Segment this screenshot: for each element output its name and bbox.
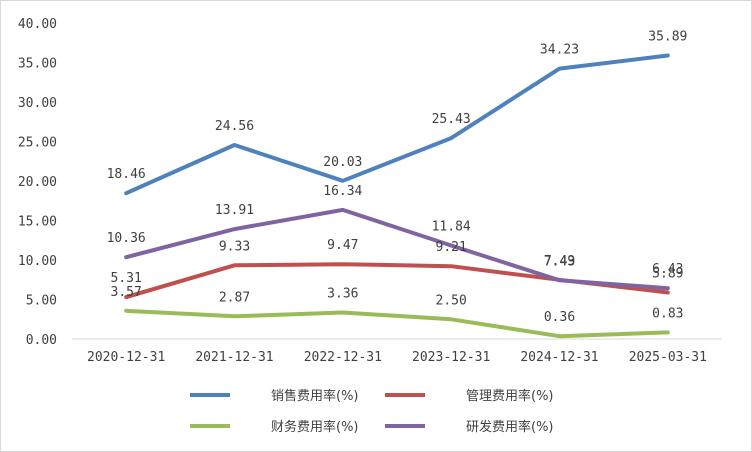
data-label-finance: 3.36 — [327, 286, 358, 301]
y-tick-label: 30.00 — [18, 96, 57, 111]
y-axis: 0.00 5.00 10.00 15.00 20.00 25.00 30.00 35.00 40… — [18, 17, 57, 348]
data-labels: 18.46 24.56 20.03 25.43 34.23 35.89 5.31 9.33 9.… — [107, 29, 688, 325]
y-tick-label: 40.00 — [18, 17, 57, 32]
x-axis: 2020-12-31 2021-12-31 2022-12-31 2023-12-31… — [87, 350, 707, 365]
y-tick-label: 5.00 — [26, 294, 57, 309]
data-label-finance: 0.83 — [652, 306, 683, 321]
data-label-sales: 18.46 — [107, 167, 146, 182]
x-tick-label: 2024-12-31 — [520, 350, 598, 365]
data-label-finance: 0.36 — [544, 310, 575, 325]
data-label-admin: 5.89 — [652, 266, 683, 281]
x-tick-label: 2020-12-31 — [87, 350, 165, 365]
data-label-rnd: 16.34 — [323, 184, 362, 199]
data-label-sales: 20.03 — [323, 155, 362, 170]
y-tick-label: 35.00 — [18, 57, 57, 72]
series-line-sales — [124, 53, 670, 196]
data-label-rnd: 6.43 — [652, 262, 683, 277]
y-tick-label: 0.00 — [26, 333, 57, 348]
data-label-rnd: 10.36 — [107, 231, 146, 246]
x-tick-label: 2022-12-31 — [304, 350, 382, 365]
data-label-sales: 24.56 — [215, 119, 254, 134]
x-tick-label: 2023-12-31 — [412, 350, 490, 365]
data-label-finance: 2.50 — [436, 293, 467, 308]
data-label-admin: 7.49 — [544, 254, 575, 269]
series-line-rnd — [124, 207, 670, 291]
legend-label-rnd: 研发费用率(%) — [466, 419, 554, 435]
data-label-sales: 35.89 — [648, 29, 687, 44]
data-label-rnd: 11.84 — [432, 219, 471, 234]
legend: 销售费用率(%) 管理费用率(%) 财务费用率(%) 研发费用率(%) — [190, 388, 554, 435]
y-tick-label: 15.00 — [18, 215, 57, 230]
x-tick-label: 2021-12-31 — [195, 350, 273, 365]
legend-label-admin: 管理费用率(%) — [466, 388, 554, 404]
data-label-sales: 34.23 — [540, 43, 579, 58]
legend-label-sales: 销售费用率(%) — [271, 388, 359, 404]
series-lines — [124, 53, 670, 339]
data-label-admin: 5.31 — [111, 271, 142, 286]
y-tick-label: 20.00 — [18, 175, 57, 190]
data-label-finance: 2.87 — [219, 290, 250, 305]
data-label-rnd: 13.91 — [215, 203, 254, 218]
data-label-finance: 3.57 — [111, 285, 142, 300]
data-label-admin: 9.33 — [219, 239, 250, 254]
data-label-admin: 9.47 — [327, 238, 358, 253]
data-label-sales: 25.43 — [432, 112, 471, 127]
series-line-finance — [124, 308, 670, 339]
data-label-rnd: 7.43 — [544, 254, 575, 269]
y-tick-label: 25.00 — [18, 136, 57, 151]
x-tick-label: 2025-03-31 — [629, 350, 707, 365]
y-tick-label: 10.00 — [18, 254, 57, 269]
data-label-admin: 9.21 — [436, 240, 467, 255]
legend-label-finance: 财务费用率(%) — [271, 419, 359, 435]
